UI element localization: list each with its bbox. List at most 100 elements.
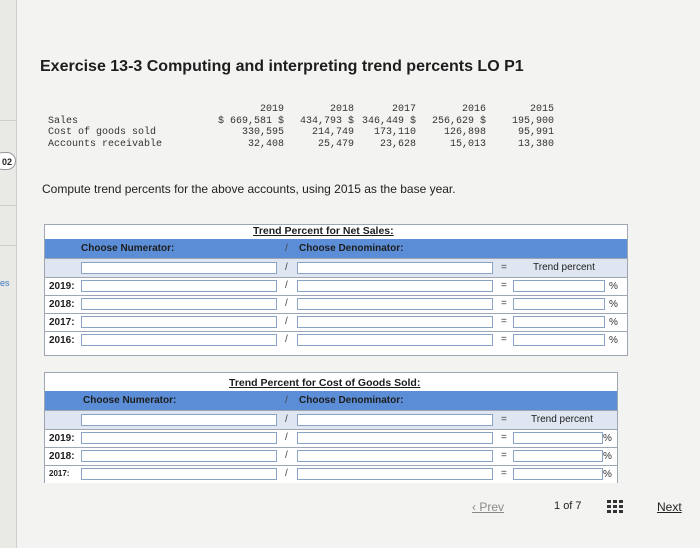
denominator-input[interactable] bbox=[297, 280, 493, 292]
account-value: 13,380 bbox=[518, 138, 555, 150]
cogs-row-2017: 2017: / = % bbox=[45, 466, 617, 483]
account-label: Sales bbox=[48, 115, 79, 127]
account-value: 346,449 $ bbox=[362, 115, 417, 127]
chevron-left-icon: ‹ bbox=[472, 500, 476, 514]
year-header: 2019 bbox=[260, 104, 285, 115]
divide-sign: / bbox=[285, 298, 288, 309]
year-label: 2019: bbox=[49, 281, 75, 292]
account-value: 23,628 bbox=[380, 138, 417, 150]
account-value: 25,479 bbox=[318, 138, 355, 150]
prev-button[interactable]: ‹ Prev bbox=[472, 500, 504, 514]
account-value: 256,629 $ bbox=[432, 115, 487, 127]
trend-percent-input[interactable] bbox=[513, 468, 603, 480]
account-value: 173,110 bbox=[374, 127, 417, 138]
account-value: $ 669,581 $ bbox=[218, 115, 285, 127]
equals-sign: = bbox=[501, 450, 507, 461]
page-indicator: 1 of 7 bbox=[554, 500, 582, 512]
numerator-input[interactable] bbox=[81, 468, 277, 480]
denominator-header: Choose Denominator: bbox=[299, 243, 404, 254]
denominator-input[interactable] bbox=[297, 334, 493, 346]
percent-sign: % bbox=[603, 451, 612, 462]
year-header: 2017 bbox=[392, 104, 417, 115]
page-total: of 7 bbox=[563, 500, 582, 512]
sales-row-2018: 2018: / = % bbox=[45, 296, 627, 314]
trend-percent-input[interactable] bbox=[513, 432, 603, 444]
question-number-badge[interactable]: 02 bbox=[0, 152, 16, 170]
denominator-input[interactable] bbox=[297, 450, 493, 462]
denominator-input[interactable] bbox=[297, 468, 493, 480]
cogs-row-2018: 2018: / = % bbox=[45, 448, 617, 466]
account-value: 330,595 bbox=[242, 127, 285, 138]
year-label: 2017: bbox=[49, 469, 70, 478]
trend-percent-input[interactable] bbox=[513, 316, 605, 328]
numerator-input[interactable] bbox=[81, 334, 277, 346]
sales-trend-table: Trend Percent for Net Sales: Choose Nume… bbox=[44, 224, 628, 356]
sidebar-divider bbox=[0, 120, 16, 121]
denominator-input[interactable] bbox=[297, 432, 493, 444]
numerator-header: Choose Numerator: bbox=[83, 395, 177, 406]
sales-trend-title: Trend Percent for Net Sales: bbox=[253, 225, 394, 237]
denominator-header: Choose Denominator: bbox=[299, 395, 404, 406]
denominator-input[interactable] bbox=[297, 316, 493, 328]
divide-sign: / bbox=[285, 414, 288, 425]
numerator-input[interactable] bbox=[81, 298, 277, 310]
equals-sign: = bbox=[501, 334, 507, 345]
year-label: 2018: bbox=[49, 299, 75, 310]
percent-sign: % bbox=[609, 281, 618, 292]
cogs-row-2019: 2019: / = % bbox=[45, 430, 617, 448]
trend-percent-input[interactable] bbox=[513, 280, 605, 292]
trend-percent-header: Trend percent bbox=[531, 414, 593, 425]
denominator-input[interactable] bbox=[297, 298, 493, 310]
sidebar-divider bbox=[0, 245, 16, 246]
next-button[interactable]: Next bbox=[657, 500, 682, 514]
sales-row-2019: 2019: / = % bbox=[45, 278, 627, 296]
year-label: 2019: bbox=[49, 433, 75, 444]
divide-sign: / bbox=[285, 280, 288, 291]
equals-sign: = bbox=[501, 316, 507, 327]
next-label: Next bbox=[657, 500, 682, 514]
percent-sign: % bbox=[609, 317, 618, 328]
numerator-select[interactable] bbox=[81, 414, 277, 426]
current-page: 1 bbox=[554, 500, 561, 512]
table-row: Cost of goods sold 330,595 214,749 173,1… bbox=[48, 127, 554, 139]
years-header-row: 2019 2018 2017 2016 2015 bbox=[48, 104, 554, 116]
account-value: 32,408 bbox=[248, 138, 285, 150]
prev-label: Prev bbox=[479, 500, 505, 514]
grid-icon[interactable] bbox=[607, 500, 623, 514]
sales-select-row: / = Trend percent bbox=[45, 259, 627, 278]
divide-sign: / bbox=[285, 316, 288, 327]
account-value: 214,749 bbox=[312, 127, 355, 138]
accounts-data-table: 2019 2018 2017 2016 2015 Sales $ 669,581… bbox=[48, 104, 554, 150]
denominator-select[interactable] bbox=[297, 414, 493, 426]
cogs-select-row: / = Trend percent bbox=[45, 411, 617, 430]
account-value: 195,900 bbox=[512, 115, 555, 127]
numerator-input[interactable] bbox=[81, 280, 277, 292]
numerator-select[interactable] bbox=[81, 262, 277, 274]
trend-percent-input[interactable] bbox=[513, 450, 603, 462]
account-value: 126,898 bbox=[444, 127, 487, 138]
year-header: 2015 bbox=[530, 104, 555, 115]
left-sidebar-strip: es bbox=[0, 0, 17, 548]
instruction-text: Compute trend percents for the above acc… bbox=[42, 182, 456, 196]
year-header: 2016 bbox=[462, 104, 487, 115]
sales-header-row: Choose Numerator: / Choose Denominator: bbox=[45, 239, 627, 259]
trend-percent-input[interactable] bbox=[513, 334, 605, 346]
numerator-input[interactable] bbox=[81, 316, 277, 328]
account-label: Accounts receivable bbox=[48, 138, 163, 150]
table-row: Sales $ 669,581 $ 434,793 $ 346,449 $ 25… bbox=[48, 116, 554, 128]
numerator-input[interactable] bbox=[81, 432, 277, 444]
divide-sign: / bbox=[285, 395, 288, 406]
numerator-input[interactable] bbox=[81, 450, 277, 462]
cogs-trend-table: Trend Percent for Cost of Goods Sold: Ch… bbox=[44, 372, 618, 483]
numerator-header: Choose Numerator: bbox=[81, 243, 175, 254]
year-label: 2016: bbox=[49, 335, 75, 346]
trend-percent-header: Trend percent bbox=[533, 262, 595, 273]
trend-percent-input[interactable] bbox=[513, 298, 605, 310]
sidebar-label[interactable]: es bbox=[0, 278, 10, 288]
account-label: Cost of goods sold bbox=[48, 127, 157, 138]
divide-sign: / bbox=[285, 262, 288, 273]
cogs-header-row: Choose Numerator: / Choose Denominator: bbox=[45, 391, 617, 411]
percent-sign: % bbox=[603, 433, 612, 444]
denominator-select[interactable] bbox=[297, 262, 493, 274]
account-value: 434,793 $ bbox=[300, 115, 355, 127]
